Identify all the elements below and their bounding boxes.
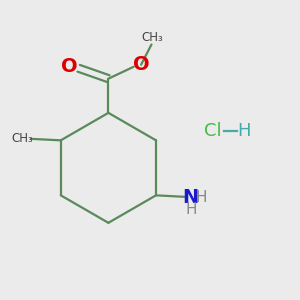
Text: O: O <box>133 55 149 74</box>
Text: H: H <box>196 190 207 205</box>
Text: H: H <box>237 122 250 140</box>
Text: N: N <box>183 188 199 207</box>
Text: H: H <box>185 202 196 217</box>
Text: CH₃: CH₃ <box>141 32 163 44</box>
Text: CH₃: CH₃ <box>11 132 33 145</box>
Text: O: O <box>61 57 78 76</box>
Text: Cl: Cl <box>204 122 221 140</box>
